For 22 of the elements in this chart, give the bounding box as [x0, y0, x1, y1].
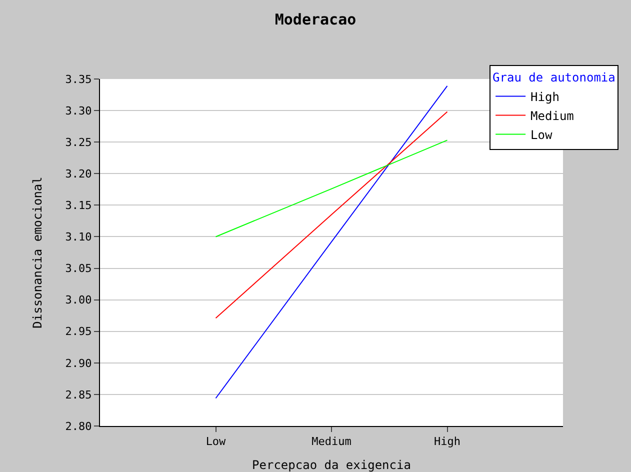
y-tick-label: 3.05: [65, 262, 92, 276]
x-tick-label: Medium: [312, 435, 352, 448]
y-tick-label: 2.80: [65, 420, 92, 433]
y-axis-title: Dissonancia emocional: [30, 176, 45, 328]
legend-title: Grau de autonomia: [492, 70, 616, 85]
y-tick-label: 2.95: [65, 325, 92, 338]
y-tick-label: 3.10: [65, 230, 92, 244]
x-tick-label: High: [434, 435, 460, 448]
y-tick-label: 3.15: [65, 199, 92, 212]
y-tick-label: 2.85: [65, 388, 92, 402]
y-tick-label: 3.35: [65, 72, 92, 86]
chart-title: Moderacao: [274, 10, 356, 29]
legend-label: High: [530, 90, 560, 104]
legend-label: Medium: [530, 108, 574, 123]
y-tick-label: 2.90: [65, 356, 92, 370]
y-tick-label: 3.00: [65, 294, 92, 307]
x-axis-title: Percepcao da exigencia: [252, 458, 411, 472]
legend-label: Low: [530, 128, 554, 142]
y-tick-label: 3.20: [65, 167, 92, 180]
y-tick-label: 3.30: [65, 104, 92, 118]
x-tick-label: Low: [206, 435, 226, 448]
y-tick-label: 3.25: [65, 136, 92, 149]
